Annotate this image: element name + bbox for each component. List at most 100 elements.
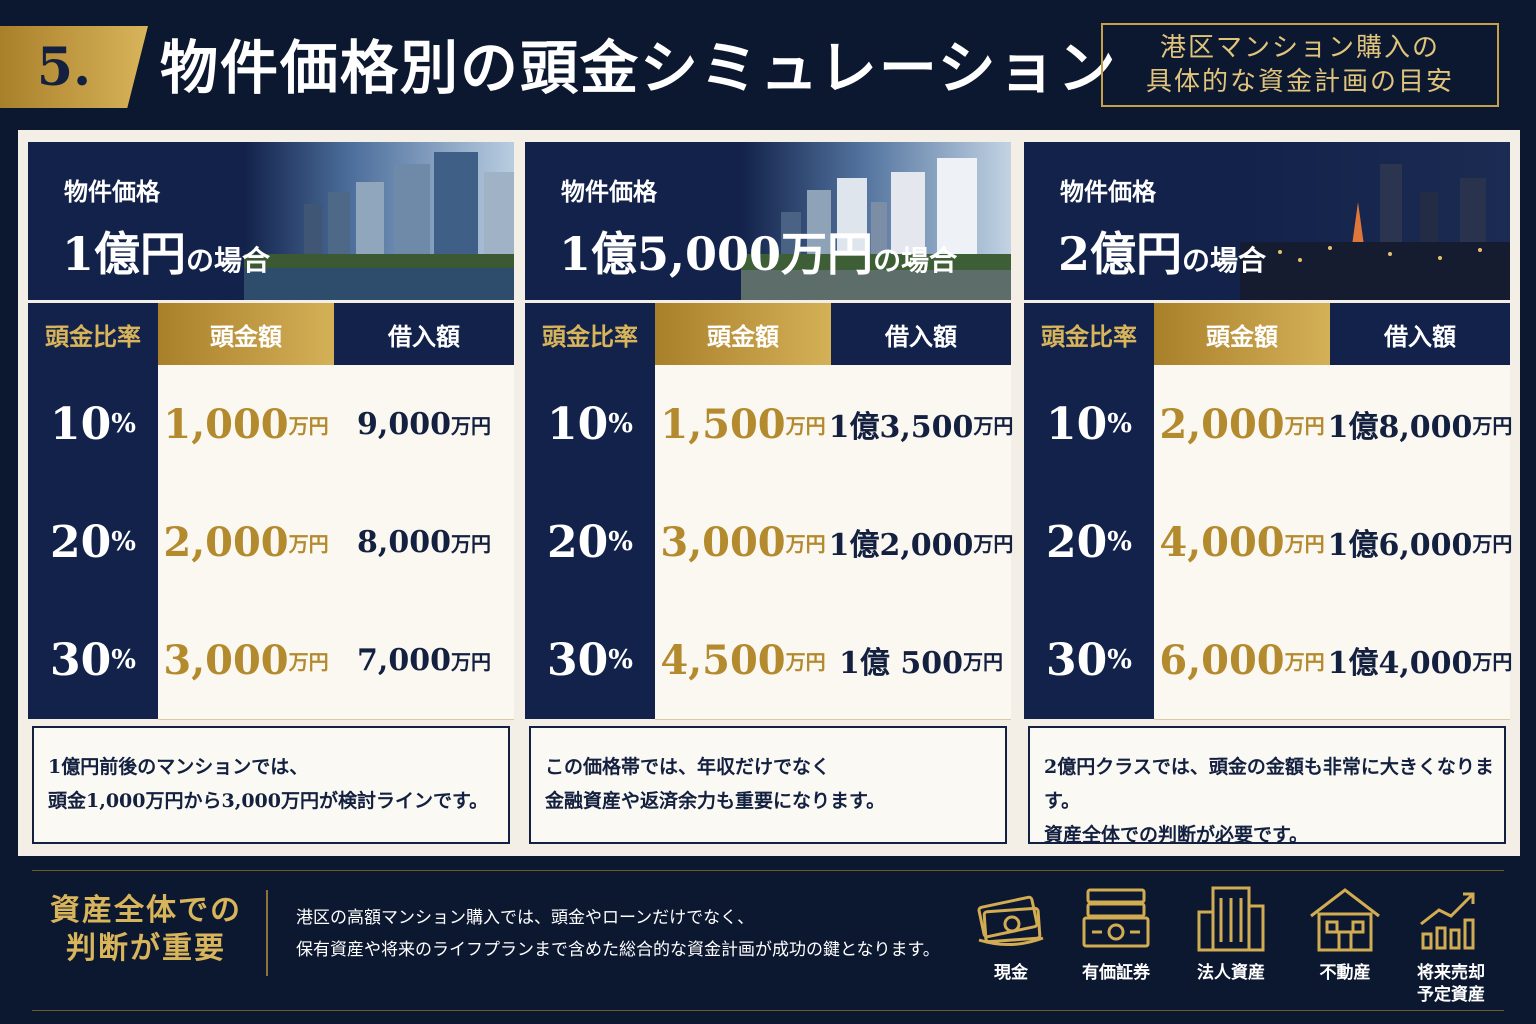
- tower-apartments-image: [741, 142, 1011, 300]
- column-note: 2億円クラスでは、頭金の金額も非常に大きくなります。 資産全体での判断が必要です…: [1028, 726, 1506, 846]
- note-line-1: 2億円クラスでは、頭金の金額も非常に大きくなります。: [1044, 756, 1494, 812]
- down-amount-cell: 1,000 万円: [158, 365, 335, 484]
- price-column-1: 物件価格 1億円の場合 頭金比率 頭金額 借入額 10% 1,000 万円 9,0…: [28, 142, 514, 852]
- down-ratio-cell: 20%: [1024, 483, 1154, 601]
- down-amount-cell: 3,000 万円: [655, 483, 832, 602]
- asset-corporate: 法人資産: [1186, 884, 1276, 984]
- property-price: 1億円の場合: [62, 227, 271, 281]
- real-estate-house-icon: [1310, 888, 1380, 952]
- table-row: 30% 6,000 万円 1億4,000 万円: [1024, 601, 1512, 720]
- page-title: 物件価格別の頭金シミュレーション: [160, 34, 1118, 102]
- loan-amount-cell: 1億2,000 万円: [829, 483, 1013, 602]
- note-line-1: この価格帯では、年収だけでなく: [545, 756, 831, 778]
- asset-label: 現金: [994, 963, 1028, 983]
- down-ratio-cell: 30%: [1024, 601, 1154, 719]
- corporate-building-icon: [1197, 886, 1265, 952]
- footer-title-line-2: 判断が重要: [66, 931, 226, 966]
- loan-amount-cell: 7,000 万円: [334, 601, 514, 720]
- down-ratio-cell: 20%: [525, 483, 655, 601]
- header-down-ratio: 頭金比率: [1024, 303, 1154, 365]
- footer-description: 港区の高額マンション購入では、頭金やローンだけでなく、 保有資産や将来のライフプ…: [296, 902, 940, 966]
- column-header: 物件価格 1億円の場合: [28, 142, 514, 300]
- down-ratio-cell: 30%: [28, 601, 158, 719]
- down-ratio-cell: 20%: [28, 483, 158, 601]
- header-down-ratio: 頭金比率: [28, 303, 158, 365]
- asset-securities: 有価証券: [1071, 884, 1161, 984]
- down-ratio-cell: 10%: [28, 365, 158, 483]
- loan-amount-cell: 1億6,000 万円: [1328, 483, 1512, 602]
- column-header: 物件価格 2億円の場合: [1024, 142, 1510, 300]
- price-column-3: 物件価格 2億円の場合 頭金比率 頭金額 借入額 10% 2,000 万円 1億8…: [1024, 142, 1512, 852]
- asset-cash: 現金: [966, 884, 1056, 984]
- loan-amount-cell: 1億 500 万円: [831, 601, 1011, 720]
- subtitle-line-2: 具体的な資金計画の目安: [1145, 67, 1454, 97]
- property-price-label: 物件価格: [64, 177, 160, 206]
- header-loan-amount: 借入額: [334, 303, 514, 365]
- table-row: 20% 2,000 万円 8,000 万円: [28, 483, 514, 602]
- subtitle-box: 港区マンション購入の 具体的な資金計画の目安: [1101, 23, 1499, 107]
- footer-vertical-divider: [266, 890, 268, 976]
- property-price: 2億円の場合: [1058, 227, 1267, 281]
- price-column-2: 物件価格 1億5,000万円の場合 頭金比率 頭金額 借入額 10% 1,500…: [525, 142, 1013, 852]
- table-row: 20% 4,000 万円 1億6,000 万円: [1024, 483, 1512, 602]
- property-price: 1億5,000万円の場合: [559, 227, 958, 281]
- header-loan-amount: 借入額: [1330, 303, 1510, 365]
- asset-label: 有価証券: [1082, 963, 1150, 983]
- asset-label: 不動産: [1319, 963, 1371, 983]
- loan-amount-cell: 1億3,500 万円: [829, 365, 1013, 484]
- down-amount-cell: 6,000 万円: [1154, 601, 1331, 720]
- down-amount-cell: 3,000 万円: [158, 601, 335, 720]
- table-header-row: 頭金比率 頭金額 借入額: [525, 303, 1011, 365]
- note-line-2: 頭金1,000万円から3,000万円が検討ラインです。: [48, 790, 489, 812]
- asset-future-sale: 将来売却 予定資産: [1406, 884, 1496, 1006]
- table-row: 10% 1,000 万円 9,000 万円: [28, 365, 514, 484]
- growth-chart-icon: [1420, 892, 1475, 950]
- note-line-1: 1億円前後のマンションでは、: [48, 756, 309, 778]
- table-row: 30% 3,000 万円 7,000 万円: [28, 601, 514, 720]
- table-row: 10% 2,000 万円 1億8,000 万円: [1024, 365, 1512, 484]
- down-amount-cell: 4,500 万円: [655, 601, 832, 720]
- city-skyline-image: [244, 142, 514, 300]
- property-price-label: 物件価格: [1060, 177, 1156, 206]
- section-number: 5.: [36, 36, 92, 98]
- footer-title-line-1: 資産全体での: [50, 893, 242, 928]
- loan-amount-cell: 8,000 万円: [334, 483, 514, 602]
- cash-icon: [977, 895, 1044, 947]
- footer-title: 資産全体での 判断が重要: [46, 892, 246, 968]
- down-amount-cell: 4,000 万円: [1154, 483, 1331, 602]
- night-city-image: [1240, 142, 1510, 300]
- footer-divider-bottom: [32, 1010, 1504, 1011]
- table-header-row: 頭金比率 頭金額 借入額: [28, 303, 514, 365]
- footer-text-line-2: 保有資産や将来のライフプランまで含めた総合的な資金計画が成功の鍵となります。: [296, 940, 940, 960]
- down-amount-cell: 1,500 万円: [655, 365, 832, 484]
- subtitle-line-1: 港区マンション購入の: [1159, 33, 1440, 63]
- note-line-2: 金融資産や返済余力も重要になります。: [545, 790, 886, 812]
- footer-text-line-1: 港区の高額マンション購入では、頭金やローンだけでなく、: [296, 908, 755, 928]
- note-line-2: 資産全体での判断が必要です。: [1044, 824, 1309, 846]
- securities-icon: [1082, 888, 1150, 948]
- column-header: 物件価格 1億5,000万円の場合: [525, 142, 1011, 300]
- header-down-amount: 頭金額: [158, 303, 334, 365]
- down-ratio-cell: 30%: [525, 601, 655, 719]
- loan-amount-cell: 9,000 万円: [334, 365, 514, 484]
- asset-real-estate: 不動産: [1300, 884, 1390, 984]
- loan-amount-cell: 1億4,000 万円: [1328, 601, 1512, 720]
- property-price-label: 物件価格: [561, 177, 657, 206]
- table-header-row: 頭金比率 頭金額 借入額: [1024, 303, 1510, 365]
- footer-divider-top: [32, 870, 1504, 871]
- down-amount-cell: 2,000 万円: [158, 483, 335, 602]
- header-loan-amount: 借入額: [831, 303, 1011, 365]
- table-row: 10% 1,500 万円 1億3,500 万円: [525, 365, 1013, 484]
- down-amount-cell: 2,000 万円: [1154, 365, 1331, 484]
- header-down-ratio: 頭金比率: [525, 303, 655, 365]
- asset-label: 将来売却 予定資産: [1417, 963, 1485, 1005]
- loan-amount-cell: 1億8,000 万円: [1328, 365, 1512, 484]
- table-row: 20% 3,000 万円 1億2,000 万円: [525, 483, 1013, 602]
- section-number-badge: 5.: [0, 26, 148, 108]
- column-note: 1億円前後のマンションでは、 頭金1,000万円から3,000万円が検討ラインで…: [32, 726, 510, 844]
- simulation-panel: 物件価格 1億円の場合 頭金比率 頭金額 借入額 10% 1,000 万円 9,0…: [18, 130, 1520, 856]
- header-down-amount: 頭金額: [655, 303, 831, 365]
- down-ratio-cell: 10%: [525, 365, 655, 483]
- table-row: 30% 4,500 万円 1億 500 万円: [525, 601, 1011, 720]
- column-note: この価格帯では、年収だけでなく 金融資産や返済余力も重要になります。: [529, 726, 1007, 844]
